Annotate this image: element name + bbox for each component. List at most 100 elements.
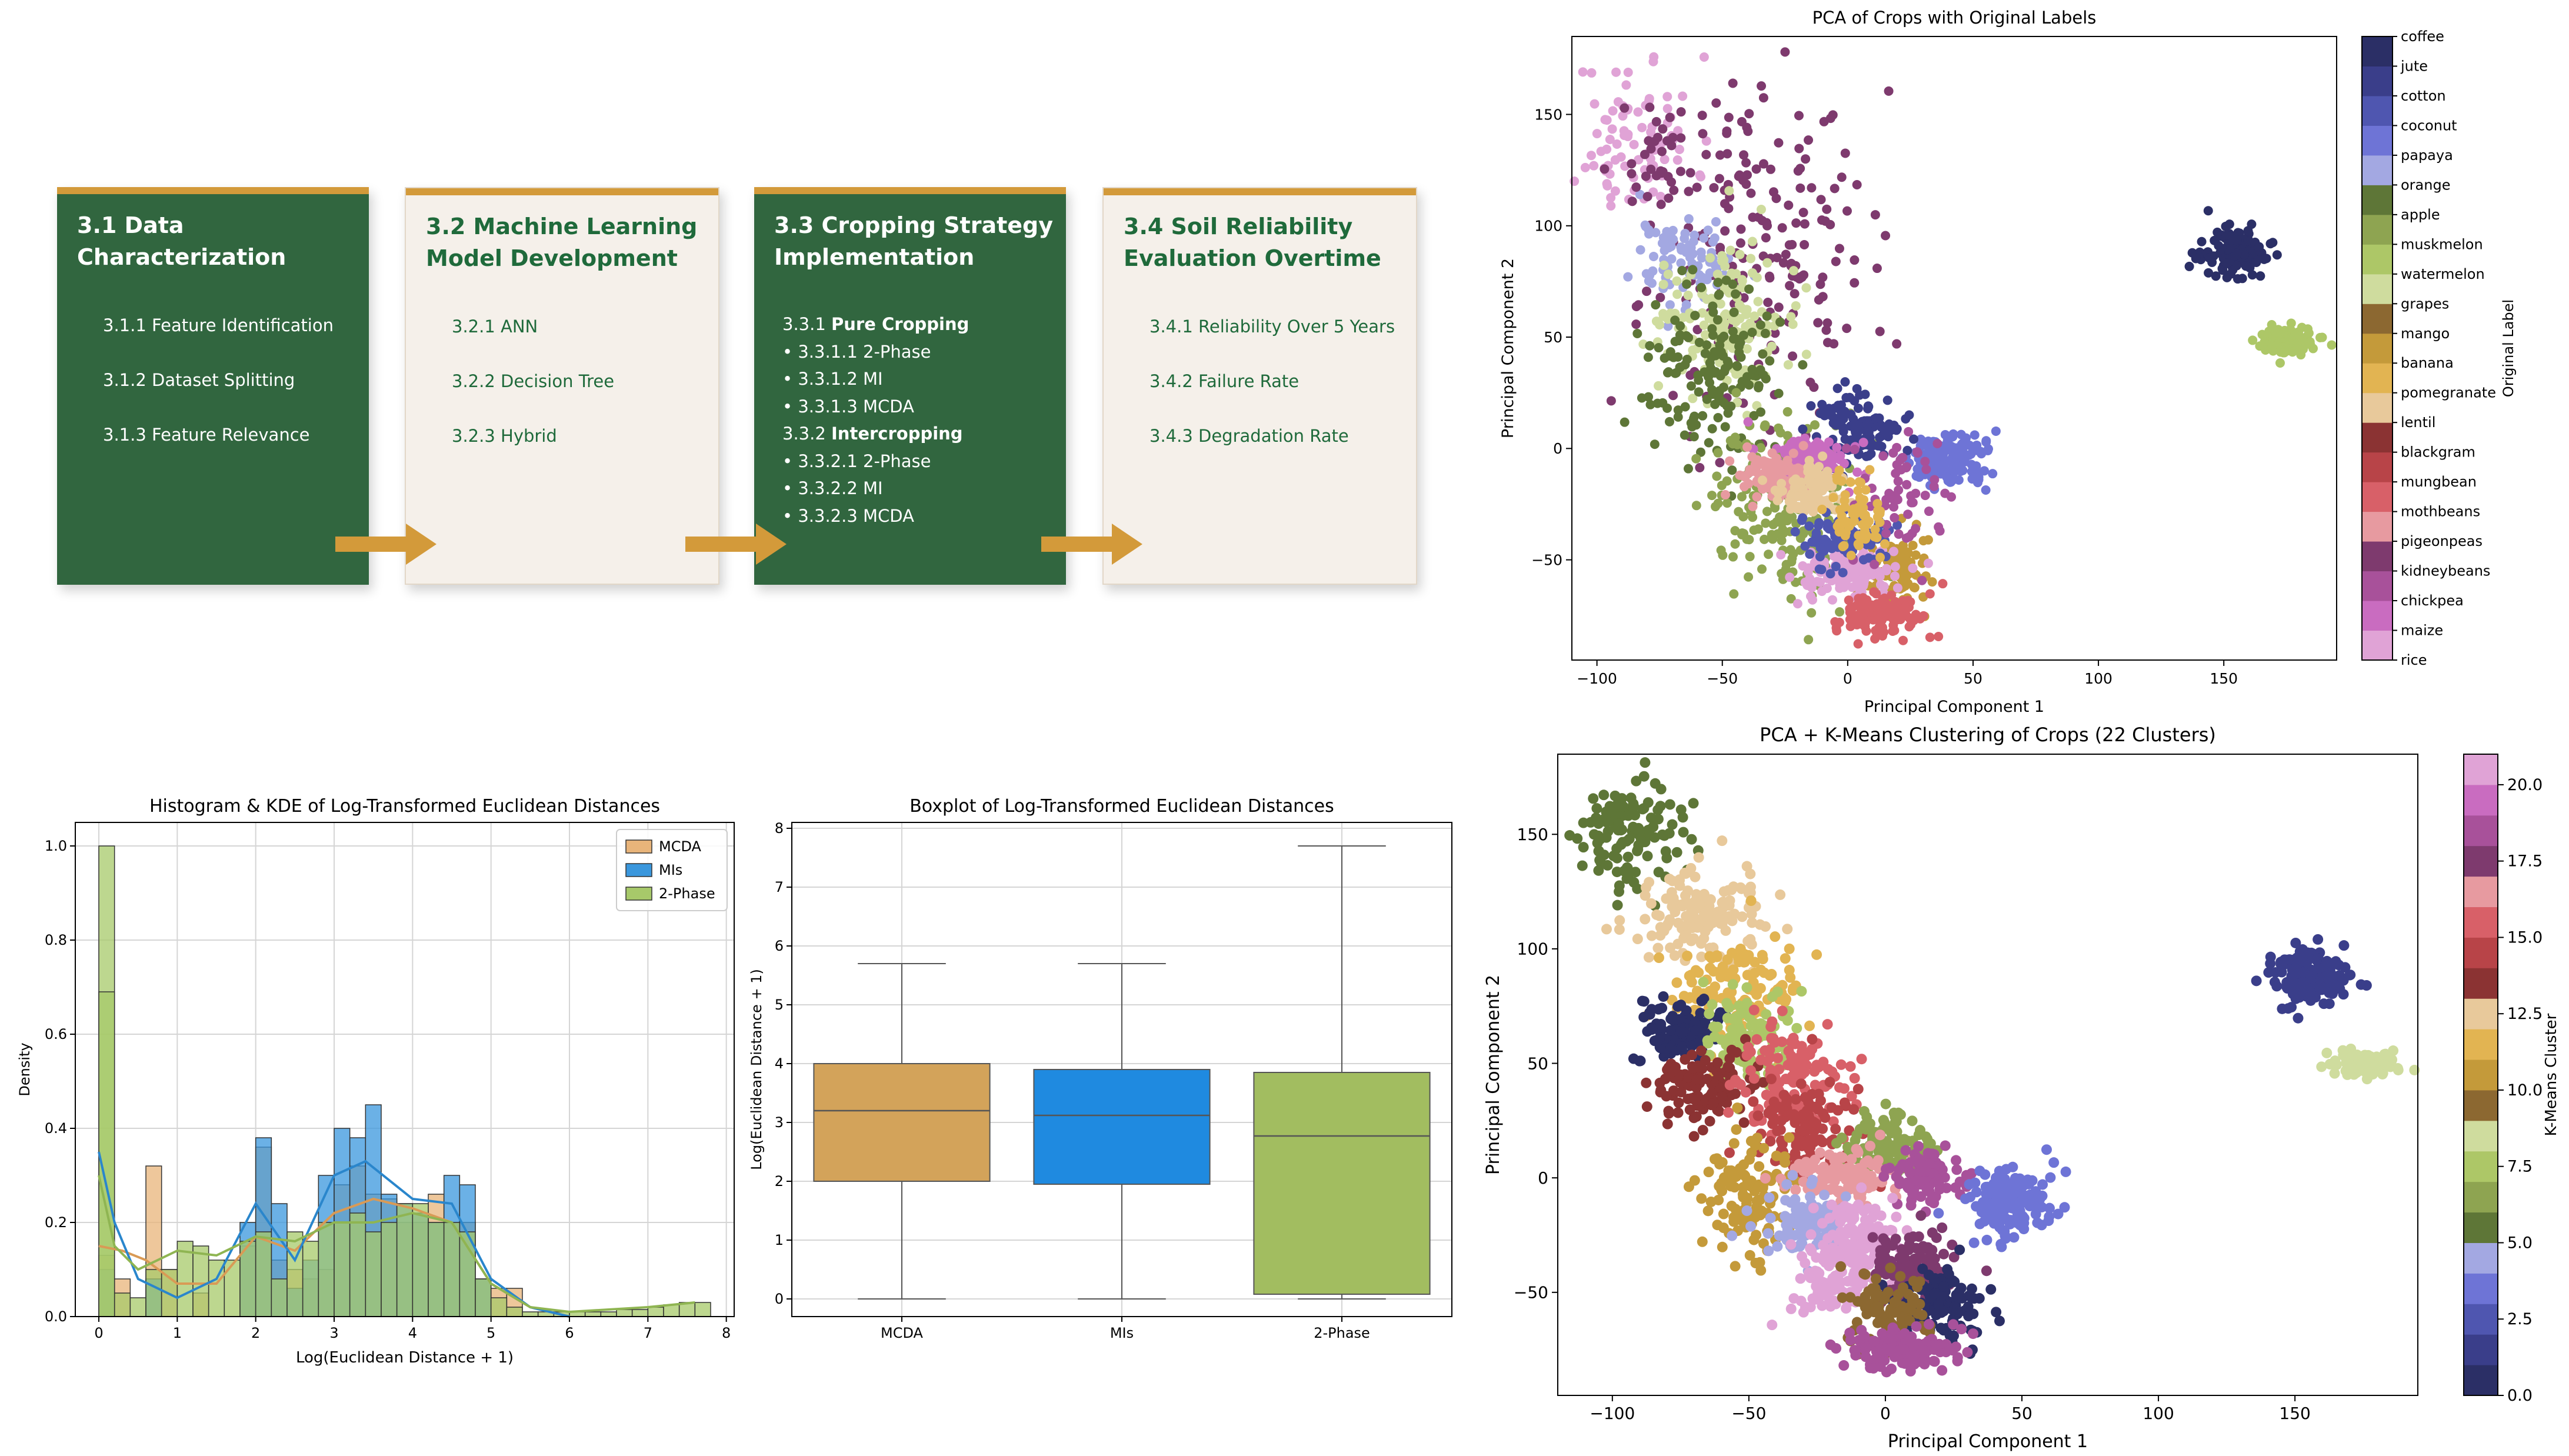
data-point — [1712, 471, 1722, 481]
data-point — [1842, 1162, 1853, 1174]
data-point — [1917, 1310, 1928, 1321]
box-accent-bar — [754, 187, 1066, 194]
data-point — [1618, 801, 1629, 812]
data-point — [1631, 319, 1641, 329]
data-point — [2257, 329, 2267, 339]
data-point — [1915, 1210, 1927, 1221]
data-point — [1799, 1136, 1810, 1147]
data-point — [1641, 171, 1651, 181]
data-point — [1784, 943, 1795, 954]
data-point — [1912, 447, 1922, 457]
data-point — [1660, 353, 1670, 363]
step-item: • 3.3.2.2 MI — [782, 478, 883, 498]
data-point — [1776, 471, 1786, 481]
data-point — [1856, 1182, 1867, 1193]
data-point — [1785, 1197, 1797, 1208]
x-tick-label: 50 — [1964, 670, 1982, 687]
data-point — [1648, 821, 1659, 832]
data-point — [1861, 626, 1871, 636]
data-point — [1820, 444, 1830, 454]
data-point — [1831, 1138, 1842, 1149]
data-point — [1592, 129, 1602, 139]
data-point — [1856, 1054, 1867, 1065]
data-point — [1570, 176, 1580, 186]
data-point — [1951, 1164, 1962, 1175]
step-box-machine-learning: 3.2 Machine Learning Model Development 3.2… — [405, 187, 719, 585]
data-point — [1920, 491, 1930, 501]
data-point — [1875, 571, 1885, 581]
data-point — [1703, 225, 1713, 235]
data-point — [1658, 166, 1668, 176]
data-point — [1745, 887, 1756, 898]
data-point — [1721, 971, 1732, 982]
data-point — [1990, 1201, 2001, 1212]
data-point — [1615, 839, 1627, 850]
data-point — [1819, 470, 1829, 480]
data-point — [1678, 827, 1689, 838]
data-point — [1682, 950, 1693, 961]
data-point — [1851, 1130, 1862, 1141]
data-point — [1830, 184, 1840, 194]
data-point — [1656, 199, 1666, 209]
data-point — [1911, 1175, 1922, 1186]
data-point — [1721, 489, 1731, 499]
data-point — [1931, 1340, 1942, 1351]
data-point — [1872, 1317, 1883, 1328]
data-point — [1674, 144, 1684, 154]
data-point — [2191, 254, 2201, 264]
data-point — [1883, 1123, 1894, 1134]
data-point — [1830, 1124, 1841, 1135]
data-point — [1922, 1242, 1933, 1253]
data-point — [1891, 468, 1901, 478]
data-point — [1707, 424, 1717, 434]
data-point — [1888, 627, 1898, 637]
data-point — [1662, 1118, 1673, 1130]
data-point — [1745, 895, 1757, 907]
data-point — [1812, 1285, 1824, 1297]
data-point — [1671, 899, 1682, 910]
data-point — [1672, 276, 1682, 286]
data-point — [1676, 107, 1686, 117]
data-point — [1688, 394, 1698, 404]
data-point — [1874, 614, 1884, 624]
data-point — [2041, 1144, 2052, 1155]
data-point — [1770, 931, 1781, 942]
data-point — [1890, 571, 1900, 581]
colorbar-label: banana — [2401, 355, 2454, 371]
data-point — [1690, 871, 1701, 882]
data-point — [1849, 1267, 1860, 1278]
data-point — [1665, 300, 1675, 310]
data-point — [2015, 1174, 2026, 1185]
data-point — [2272, 250, 2282, 260]
data-point — [1813, 1088, 1824, 1100]
colorbar-frame — [2361, 36, 2393, 661]
data-point — [1761, 1089, 1772, 1101]
data-point — [2211, 271, 2221, 281]
data-point — [1934, 522, 1944, 532]
data-point — [1686, 834, 1697, 845]
data-point — [1762, 1228, 1774, 1239]
data-point — [2028, 1190, 2040, 1201]
data-point — [1731, 1171, 1742, 1182]
data-point — [1698, 933, 1710, 944]
data-point — [1904, 1239, 1915, 1250]
data-point — [1696, 172, 1706, 182]
data-point — [1658, 991, 1669, 1002]
data-point — [1902, 479, 1912, 489]
data-point — [1591, 812, 1602, 824]
data-point — [1988, 469, 1998, 479]
data-point — [2059, 1202, 2070, 1213]
data-point — [1904, 613, 1914, 623]
data-point — [1840, 434, 1850, 444]
data-point — [1801, 1059, 1812, 1071]
data-point — [1880, 539, 1890, 549]
data-point — [1631, 775, 1642, 787]
data-point — [1749, 411, 1759, 421]
data-point — [1853, 486, 1863, 496]
data-point — [1673, 412, 1683, 422]
data-point — [1988, 1215, 1999, 1227]
data-point — [1684, 214, 1694, 224]
data-point — [1754, 381, 1764, 391]
data-point — [1653, 867, 1664, 878]
colorbar-label: grapes — [2401, 295, 2449, 312]
